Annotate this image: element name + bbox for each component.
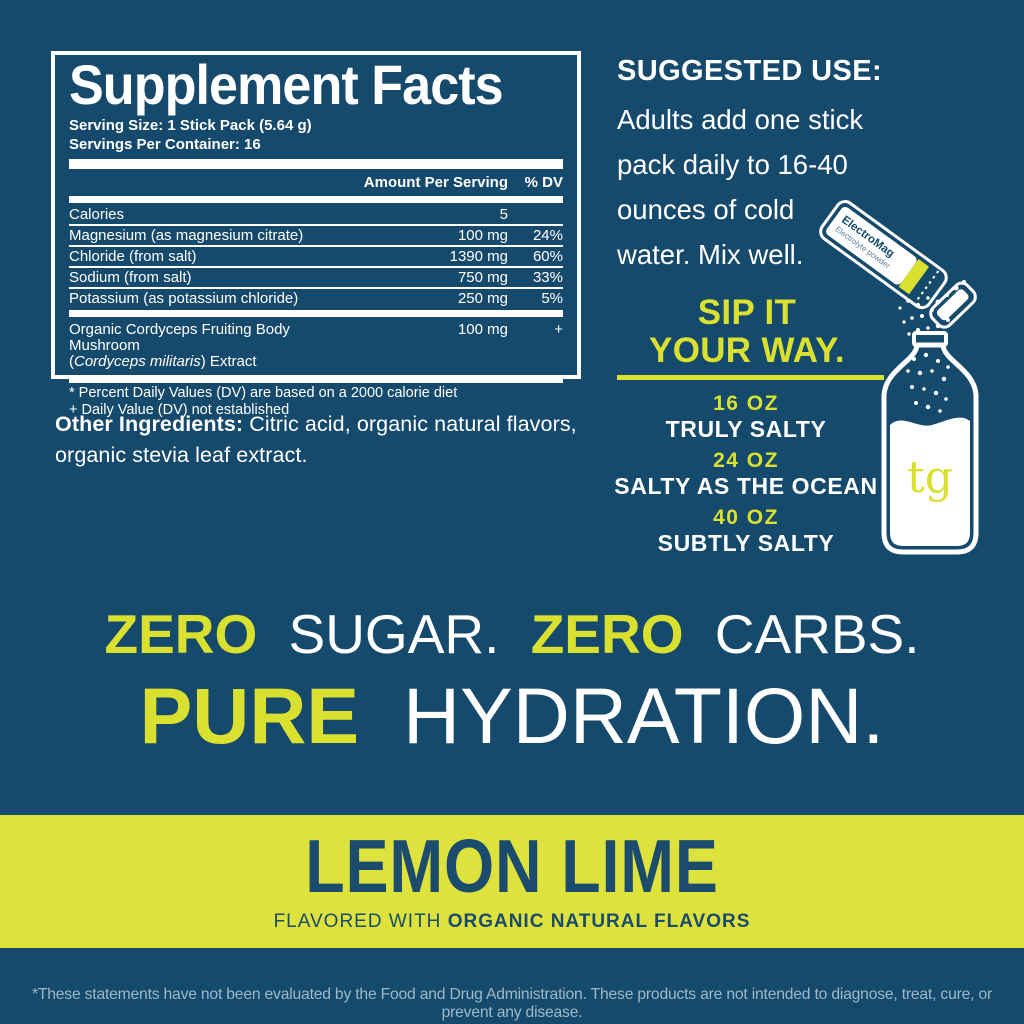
table-row-potassium: Potassium (as potassium chloride) 250 mg… bbox=[69, 287, 563, 308]
sip-options: 16 OZ TRULY SALTY 24 OZ SALTY AS THE OCE… bbox=[600, 392, 892, 563]
sip-option-16oz: 16 OZ TRULY SALTY bbox=[665, 392, 827, 442]
footnote-percent-dv: * Percent Daily Values (DV) are based on… bbox=[69, 385, 458, 401]
flavor-subtitle: FLAVORED WITH ORGANIC NATURAL FLAVORS bbox=[273, 911, 751, 932]
serving-size: Serving Size: 1 Stick Pack (5.64 g) bbox=[69, 117, 312, 134]
cordyceps-latin-name: Cordyceps militaris bbox=[74, 353, 201, 370]
flavor-band: LEMON LIME FLAVORED WITH ORGANIC NATURAL… bbox=[0, 815, 1024, 948]
col-percent-dv: % DV bbox=[524, 174, 563, 191]
sip-option-40oz: 40 OZ SUBTLY SALTY bbox=[657, 506, 835, 556]
other-ingredients: Other Ingredients: Citric acid, organic … bbox=[55, 411, 577, 467]
col-amount-per-serving: Amount Per Serving bbox=[363, 174, 508, 191]
flavor-title: LEMON LIME bbox=[305, 824, 719, 908]
table-row-sodium: Sodium (from salt) 750 mg 33% bbox=[69, 266, 563, 287]
pack-flavor-strip bbox=[898, 259, 930, 295]
suggested-use-body: Adults add one stick pack daily to 16-40… bbox=[617, 104, 864, 270]
footnote-dv-not-established: + Daily Value (DV) not established bbox=[69, 402, 290, 418]
tagline-line2: PURE HYDRATION. bbox=[139, 671, 885, 760]
divider-thick bbox=[69, 159, 563, 169]
divider-medium bbox=[69, 310, 563, 317]
divider-medium bbox=[69, 376, 563, 383]
table-row-cordyceps: Organic Cordyceps Fruiting Body Mushroom… bbox=[69, 321, 563, 370]
supplement-facts-panel: Supplement Facts Serving Size: 1 Stick P… bbox=[51, 51, 581, 418]
supplement-facts-title: Supplement Facts bbox=[69, 53, 504, 116]
tg-logo: tg bbox=[907, 452, 953, 503]
yellow-rule bbox=[617, 375, 884, 380]
sip-option-24oz: 24 OZ SALTY AS THE OCEAN bbox=[614, 449, 878, 499]
other-ingredients-label: Other Ingredients: bbox=[55, 411, 244, 436]
table-row-chloride: Chloride (from salt) 1390 mg 60% bbox=[69, 245, 563, 266]
pouring-illustration: ElectroMag Electrolyte powder bbox=[819, 200, 979, 555]
suggested-use-heading: SUGGESTED USE: bbox=[617, 55, 883, 87]
facts-table-header: Amount Per Serving % DV bbox=[69, 172, 563, 194]
servings-per-container: Servings Per Container: 16 bbox=[69, 136, 261, 153]
table-row-magnesium: Magnesium (as magnesium citrate) 100 mg … bbox=[69, 224, 563, 245]
stick-pack-illustration: ElectroMag Electrolyte powder bbox=[819, 200, 977, 329]
bottle-liquid bbox=[890, 417, 970, 546]
fda-disclaimer: *These statements have not been evaluate… bbox=[31, 986, 993, 1021]
cordyceps-name-line1: Organic Cordyceps Fruiting Body Mushroom bbox=[69, 321, 290, 354]
bottle-illustration: tg bbox=[881, 331, 979, 555]
table-row-calories: Calories 5 bbox=[69, 206, 508, 223]
powder-in-bottle bbox=[906, 352, 950, 413]
tagline-line1: ZERO SUGAR. ZERO CARBS. bbox=[104, 603, 920, 665]
sip-it-your-way-heading: SIP IT YOUR WAY. bbox=[649, 293, 845, 370]
divider-medium bbox=[69, 196, 563, 203]
